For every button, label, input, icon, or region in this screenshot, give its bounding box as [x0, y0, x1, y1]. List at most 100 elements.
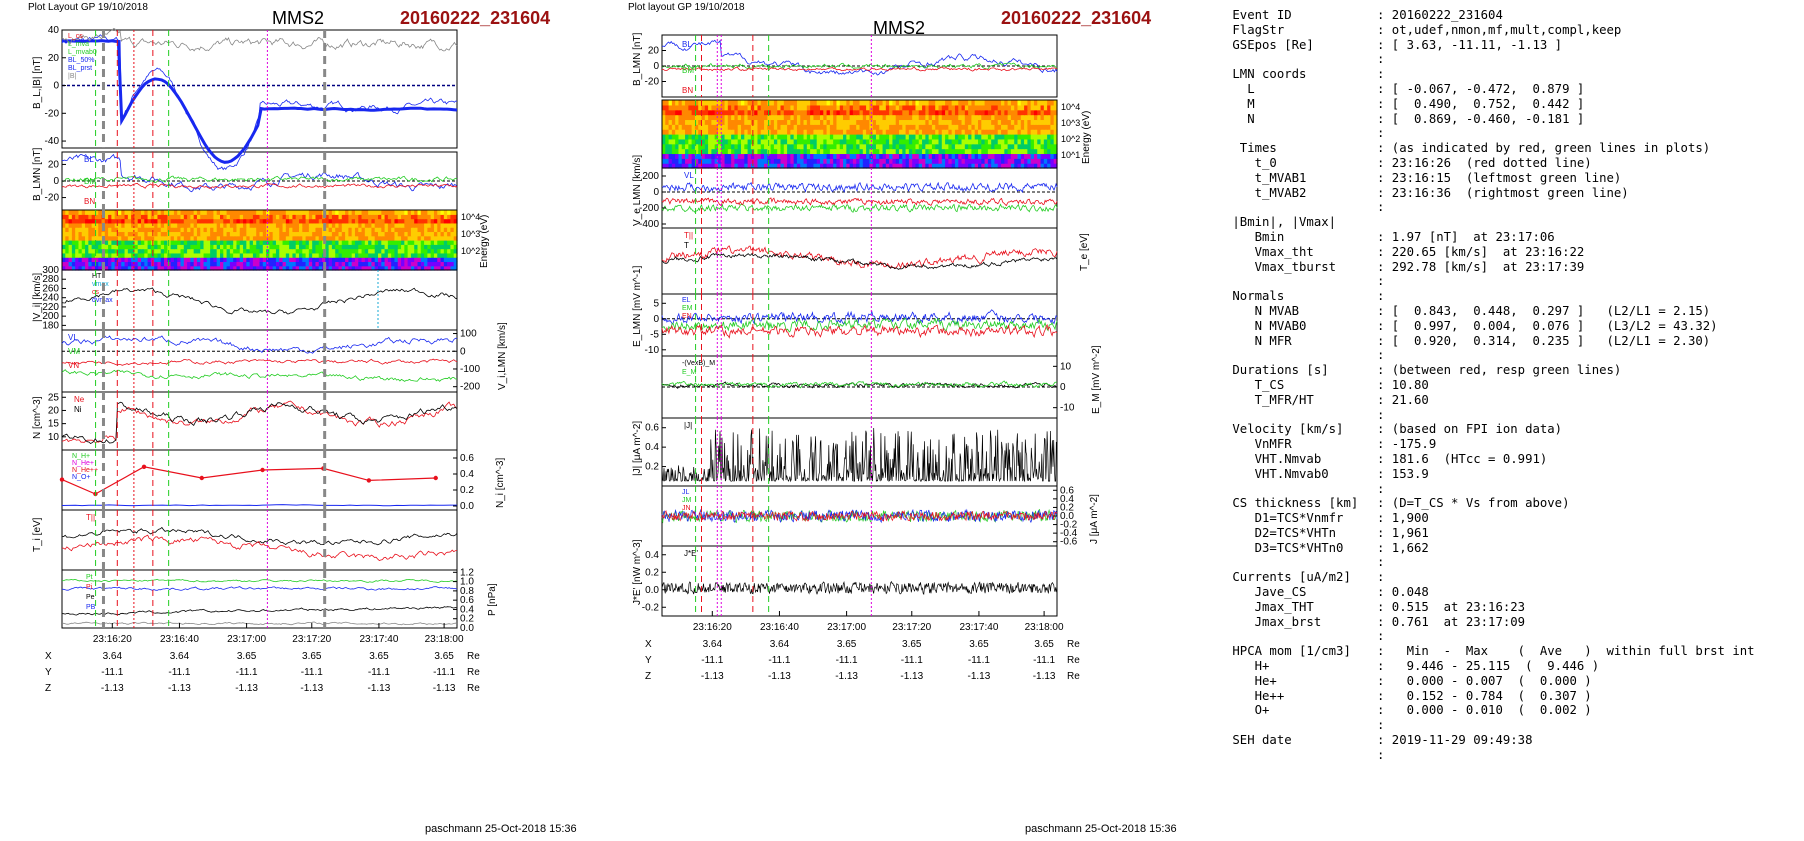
spectrogram-cell: [104, 218, 109, 224]
spectrogram-cell: [1014, 124, 1019, 130]
spectrogram-cell: [131, 265, 136, 271]
spectrogram-cell: [997, 109, 1002, 116]
spectrogram-cell: [348, 235, 353, 241]
spectrogram-cell: [823, 100, 828, 106]
spectrogram-cell: [220, 257, 224, 263]
spectrogram-cell: [846, 129, 851, 135]
spectrogram-cell: [443, 261, 448, 267]
spectrogram-cell: [1017, 104, 1022, 111]
spectrogram-cell: [71, 214, 76, 220]
spectrogram-cell: [160, 235, 165, 241]
spectrogram-cell: [813, 158, 818, 164]
spectrogram-cell: [1004, 109, 1009, 116]
middle-spacecraft-title: MMS2: [873, 18, 926, 38]
spectrogram-cell: [1024, 143, 1028, 150]
spectrogram-cell: [299, 261, 303, 267]
spectrogram-cell: [391, 265, 396, 271]
spectrogram-cell: [698, 124, 703, 130]
spectrogram-cell: [997, 114, 1002, 121]
ni-series: [61, 401, 458, 444]
ephemeris-value: 3.65: [837, 639, 857, 650]
spectrogram-cell: [78, 244, 83, 250]
spectrogram-cell: [220, 244, 224, 250]
legend-entry: Pi: [86, 584, 93, 591]
spectrogram-cell: [856, 119, 861, 125]
spectrogram-cell: [665, 158, 670, 164]
spectrogram-cell: [164, 257, 168, 263]
spectrogram-cell: [803, 158, 808, 164]
spectrogram-cell: [443, 248, 448, 254]
spectrogram-cell: [1033, 119, 1038, 125]
spectrogram-cell: [430, 214, 435, 220]
spectrogram-cell: [183, 240, 188, 245]
spectrogram-cell: [345, 218, 349, 224]
spectrogram-cell: [167, 257, 172, 263]
spectrogram-cell: [1033, 109, 1038, 116]
spectrogram-cell: [160, 265, 165, 271]
spectrogram-cell: [295, 214, 300, 220]
spectrogram-cell: [859, 134, 864, 140]
spectrogram-cell: [141, 265, 145, 271]
spectrogram-cell: [401, 231, 405, 237]
spectrogram-cell: [704, 104, 709, 111]
spectrogram-cell: [675, 129, 680, 135]
spectrogram-cell: [1010, 148, 1015, 155]
spectrogram-cell: [256, 227, 261, 233]
spectrogram-cell: [236, 218, 241, 224]
ephemeris-value: -1.13: [900, 671, 923, 682]
spectrogram-cell: [335, 231, 340, 237]
spectrogram-cell: [691, 158, 696, 164]
spectrogram-cell: [108, 210, 112, 215]
spectrogram-cell: [671, 124, 676, 130]
spectrogram-cell: [433, 252, 438, 258]
y-tick-label: 0.8: [460, 586, 474, 597]
y-tick-label: -100: [460, 364, 480, 375]
spectrogram-cell: [787, 143, 791, 150]
spectrogram-cell: [98, 248, 103, 254]
spectrogram-cell: [928, 138, 933, 145]
y-axis-label: V_e LMN [km/s]: [632, 155, 643, 226]
spectrogram-cell: [272, 257, 277, 263]
spectrogram-cell: [453, 240, 458, 245]
spectrogram-cell: [173, 227, 178, 233]
spectrogram-cell: [358, 227, 363, 233]
spectrogram-cell: [394, 248, 399, 254]
spectrogram-cell: [925, 138, 930, 145]
spectrogram-cell: [137, 244, 142, 250]
spectrogram-cell: [117, 231, 122, 237]
spectrogram-cell: [374, 248, 379, 254]
info-value: :: [1377, 274, 1385, 289]
pi-series: [62, 586, 458, 591]
spectrogram-cell: [941, 158, 946, 164]
spectrogram-cell: [971, 109, 976, 116]
spectrogram-cell: [226, 235, 231, 241]
spectrogram-cell: [246, 222, 251, 228]
spectrogram-cell: [1014, 158, 1019, 164]
spectrogram-cell: [708, 138, 712, 145]
spectrogram-cell: [754, 143, 759, 150]
spectrogram-cell: [348, 252, 353, 258]
spectrogram-cell: [308, 265, 313, 271]
spectrogram-cell: [391, 257, 396, 263]
spectrogram-cell: [299, 235, 303, 241]
spectrogram-cell: [447, 265, 452, 271]
spectrogram-cell: [299, 240, 303, 245]
spectrogram-cell: [800, 129, 805, 135]
spectrogram-cell: [404, 244, 409, 250]
spectrogram-cell: [407, 235, 412, 241]
spectrogram-cell: [954, 100, 959, 106]
spectrogram-cell: [190, 244, 195, 250]
spectrogram-cell: [816, 100, 821, 106]
spectrogram-cell: [410, 227, 415, 233]
spectrogram-cell: [85, 210, 89, 215]
middle-plot-header: Plot layout GP 19/10/2018: [628, 2, 745, 13]
spectrogram-cell: [144, 257, 149, 263]
spectrogram-cell: [183, 227, 188, 233]
spectrogram-cell: [866, 119, 870, 125]
spectrogram-cell: [694, 129, 699, 135]
spectrogram-cell: [295, 231, 300, 237]
spectrogram-cell: [430, 257, 435, 263]
spectrogram-cell: [170, 214, 175, 220]
spectrogram-cell: [671, 129, 676, 135]
ephemeris-value: -11.1: [1033, 655, 1055, 666]
